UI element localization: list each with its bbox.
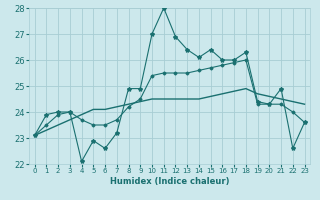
X-axis label: Humidex (Indice chaleur): Humidex (Indice chaleur) (110, 177, 229, 186)
